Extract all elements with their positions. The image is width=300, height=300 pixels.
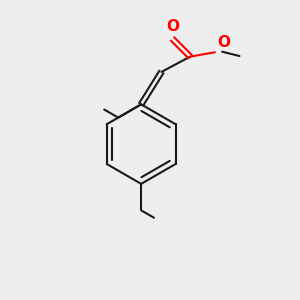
Text: O: O <box>217 35 230 50</box>
Text: O: O <box>166 19 179 34</box>
